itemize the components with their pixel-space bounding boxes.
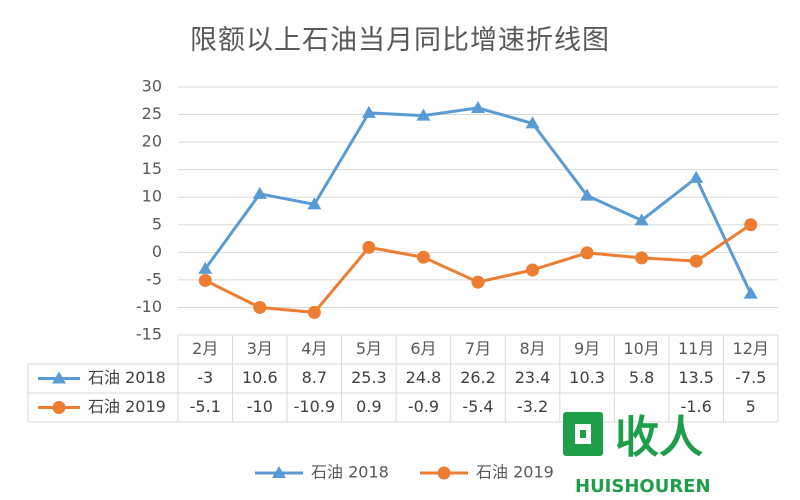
y-tick-label: -10: [136, 297, 162, 316]
data-point: [744, 218, 758, 232]
table-legend-marker: [52, 401, 66, 414]
table-value: -10.9: [294, 397, 335, 416]
table-value: -5.1: [190, 397, 221, 416]
data-point: [416, 250, 430, 264]
table-value: 23.4: [515, 368, 551, 387]
category-label: 3月: [247, 339, 273, 358]
table-value: -5.4: [462, 397, 493, 416]
y-tick-label: 20: [142, 132, 162, 151]
table-value: 8.7: [302, 368, 327, 387]
category-label: 8月: [519, 339, 545, 358]
table-value: -0.9: [408, 397, 439, 416]
legend-label: 石油 2019: [476, 463, 554, 482]
data-point: [689, 170, 704, 183]
data-point: [361, 105, 376, 118]
data-point: [253, 300, 267, 314]
category-label: 12月: [733, 339, 769, 358]
table-value: 5.8: [629, 368, 654, 387]
data-point: [252, 186, 267, 199]
data-point: [580, 188, 595, 201]
y-tick-label: -5: [146, 269, 162, 288]
table-value: 13.5: [678, 368, 714, 387]
y-tick-label: 10: [142, 187, 162, 206]
data-point: [525, 116, 540, 129]
data-point: [362, 240, 376, 254]
legend-marker: [272, 466, 286, 478]
legend-label: 石油 2018: [311, 463, 389, 482]
table-legend-marker: [52, 371, 66, 384]
data-point: [198, 261, 213, 274]
series-line: [204, 106, 753, 295]
data-point: [743, 286, 758, 299]
data-point: [307, 305, 321, 319]
table-value: 5: [746, 397, 756, 416]
data-point: [580, 246, 594, 260]
y-tick-label: -15: [136, 325, 162, 344]
data-point: [416, 108, 431, 121]
y-tick-label: 25: [142, 104, 162, 123]
data-point: [471, 275, 485, 289]
category-label: 2月: [192, 339, 218, 358]
category-label: 6月: [410, 339, 436, 358]
table-value: 26.2: [460, 368, 496, 387]
table-value: 10.3: [569, 368, 605, 387]
category-label: 9月: [574, 339, 600, 358]
table-value: -7.5: [735, 368, 766, 387]
table-value: 0.9: [356, 397, 381, 416]
watermark-subtext: HUISHOUREN: [575, 476, 711, 497]
category-label: 11月: [678, 339, 714, 358]
y-tick-label: 15: [142, 159, 162, 178]
series-line: [204, 223, 752, 314]
legend-marker: [437, 466, 451, 480]
category-label: 4月: [301, 339, 327, 358]
data-point: [471, 100, 485, 113]
table-value: -1.6: [681, 397, 712, 416]
chart-title: 限额以上石油当月同比增速折线图: [190, 25, 610, 56]
data-point: [526, 263, 540, 277]
category-label: 10月: [623, 339, 659, 358]
data-point: [307, 197, 322, 210]
table-series-name: 石油 2018: [88, 368, 166, 387]
table-value: 25.3: [351, 368, 387, 387]
watermark-logo: 收人 HUISHOUREN: [563, 412, 711, 497]
data-point: [198, 273, 212, 287]
data-point: [689, 254, 703, 268]
table-value: -3: [197, 368, 213, 387]
category-label: 7月: [465, 339, 491, 358]
data-point: [634, 213, 649, 226]
table-value: -3.2: [517, 397, 548, 416]
data-point: [635, 251, 649, 265]
table-value: 10.6: [242, 368, 278, 387]
y-tick-label: 0: [152, 242, 162, 261]
table-value: -10: [247, 397, 273, 416]
svg-text:收人: 收人: [615, 412, 703, 463]
table-value: 24.8: [406, 368, 442, 387]
category-label: 5月: [356, 339, 382, 358]
y-tick-label: 30: [142, 77, 162, 96]
y-tick-label: 5: [152, 214, 162, 233]
table-series-name: 石油 2019: [88, 397, 166, 416]
